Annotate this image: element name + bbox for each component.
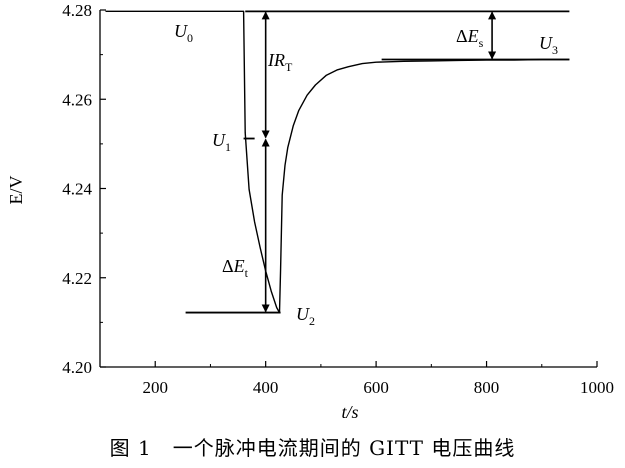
label-u0-letter: U	[174, 21, 188, 41]
y-tick-label: 4.22	[62, 269, 92, 288]
figure-caption: 图 1 一个脉冲电流期间的 GITT 电压曲线	[109, 436, 516, 460]
y-axis-label-text: E/V	[6, 176, 26, 205]
label-u3: U3	[539, 33, 558, 57]
label-ir-t-letter: IR	[267, 50, 285, 70]
axes	[99, 10, 597, 368]
label-delta-et-subscript: t	[245, 266, 249, 280]
label-delta-es: ΔEs	[456, 26, 484, 50]
label-ir-t-subscript: T	[285, 60, 293, 74]
label-delta-et-letter: E	[233, 256, 245, 276]
label-u3-subscript: 3	[552, 43, 558, 57]
y-tick-label: 4.20	[62, 358, 92, 377]
y-tick-label: 4.24	[62, 180, 92, 199]
label-delta-et: ΔEt	[222, 256, 249, 280]
label-u0-subscript: 0	[187, 31, 193, 45]
label-u1: U1	[212, 130, 231, 154]
y-axis-label: E/V	[6, 176, 26, 205]
x-axis-label-text: t/s	[341, 402, 358, 422]
x-tick-label: 600	[363, 378, 389, 397]
x-tick-label: 200	[142, 378, 168, 397]
x-tick-label: 1000	[580, 378, 614, 397]
label-u2-letter: U	[296, 304, 310, 324]
series-layer	[105, 10, 570, 314]
label-delta-es-subscript: s	[479, 36, 484, 50]
label-u1-subscript: 1	[225, 140, 231, 154]
label-delta-es-letter: E	[467, 26, 479, 46]
x-axis-ticks: 200 400 600 800 1000	[99, 361, 614, 397]
y-tick-label: 4.28	[62, 1, 92, 20]
x-axis-label: t/s	[341, 402, 358, 422]
x-tick-label: 400	[253, 378, 279, 397]
label-u0: U0	[174, 21, 193, 45]
x-tick-label: 800	[474, 378, 500, 397]
label-delta-es-delta: Δ	[456, 26, 468, 46]
label-u2-subscript: 2	[309, 314, 315, 328]
label-u2: U2	[296, 304, 315, 328]
y-axis-ticks: 4.20 4.22 4.24 4.26 4.28	[62, 1, 106, 377]
voltage-curve	[105, 10, 570, 314]
label-delta-et-delta: Δ	[222, 256, 234, 276]
label-u1-letter: U	[212, 130, 226, 150]
annotation-marks	[185, 10, 570, 314]
label-u3-letter: U	[539, 33, 553, 53]
y-tick-label: 4.26	[62, 90, 92, 109]
label-ir-t: IRT	[267, 50, 293, 74]
